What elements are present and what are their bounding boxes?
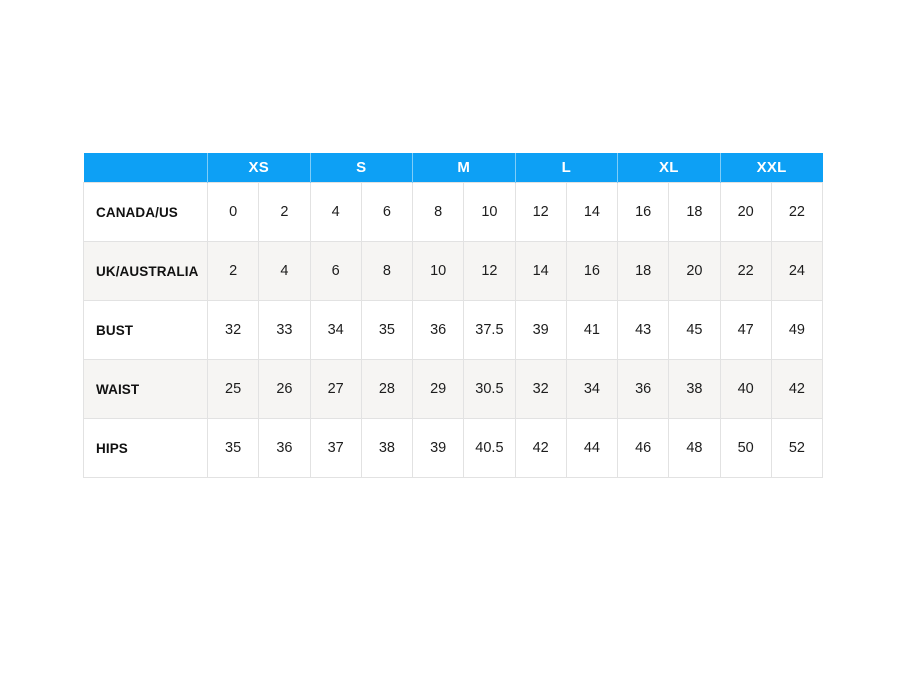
size-value-cell: 39 xyxy=(514,300,567,360)
size-value-cell: 22 xyxy=(719,241,772,301)
size-value-cell: 42 xyxy=(514,418,567,478)
size-chart: XS S M L XL XXL CANADA/US 0 2 4 6 8 10 1… xyxy=(83,153,824,478)
size-value-cell: 32 xyxy=(514,359,567,419)
size-value-cell: 6 xyxy=(309,241,362,301)
size-value-cell: 4 xyxy=(258,241,311,301)
size-value-cell: 22 xyxy=(770,182,824,242)
size-value-cell: 39 xyxy=(412,418,465,478)
size-chart-table: XS S M L XL XXL CANADA/US 0 2 4 6 8 10 1… xyxy=(83,153,824,478)
size-value-cell: 0 xyxy=(206,182,260,242)
size-value-cell: 4 xyxy=(309,182,362,242)
size-value-cell: 14 xyxy=(514,241,567,301)
size-value-cell: 38 xyxy=(360,418,414,478)
size-value-cell: 36 xyxy=(412,300,465,360)
size-value-cell: 14 xyxy=(565,182,619,242)
size-value-cell: 32 xyxy=(206,300,260,360)
size-header-m: M xyxy=(412,153,516,183)
size-value-cell: 36 xyxy=(617,359,670,419)
size-value-cell: 18 xyxy=(617,241,670,301)
size-value-cell: 8 xyxy=(412,182,465,242)
size-value-cell: 12 xyxy=(463,241,516,301)
size-value-cell: 6 xyxy=(360,182,414,242)
table-row-bust: BUST 32 33 34 35 36 37.5 39 41 43 45 47 … xyxy=(83,300,824,360)
size-value-cell: 48 xyxy=(668,418,721,478)
size-value-cell: 40 xyxy=(719,359,772,419)
size-header-xs: XS xyxy=(207,153,311,183)
size-value-cell: 47 xyxy=(719,300,772,360)
size-chart-body: CANADA/US 0 2 4 6 8 10 12 14 16 18 20 22… xyxy=(83,182,824,478)
size-header-xxl: XXL xyxy=(719,153,823,183)
size-value-cell: 26 xyxy=(258,359,311,419)
size-value-cell: 29 xyxy=(412,359,465,419)
size-value-cell: 18 xyxy=(668,182,721,242)
row-label: WAIST xyxy=(83,359,208,419)
size-value-cell: 38 xyxy=(668,359,721,419)
size-value-cell: 35 xyxy=(360,300,414,360)
size-value-cell: 36 xyxy=(258,418,311,478)
row-label: CANADA/US xyxy=(83,182,208,242)
size-value-cell: 45 xyxy=(668,300,721,360)
row-label: UK/AUSTRALIA xyxy=(83,241,208,301)
size-value-cell: 50 xyxy=(719,418,772,478)
size-header-s: S xyxy=(309,153,413,183)
size-value-cell: 46 xyxy=(617,418,670,478)
size-value-cell: 2 xyxy=(206,241,260,301)
size-value-cell: 34 xyxy=(565,359,619,419)
header-row: XS S M L XL XXL xyxy=(83,153,823,183)
size-value-cell: 24 xyxy=(770,241,824,301)
size-value-cell: 16 xyxy=(617,182,670,242)
size-value-cell: 16 xyxy=(565,241,619,301)
table-row-canada-us: CANADA/US 0 2 4 6 8 10 12 14 16 18 20 22 xyxy=(83,182,824,242)
size-value-cell: 20 xyxy=(719,182,772,242)
size-value-cell: 43 xyxy=(617,300,670,360)
size-value-cell: 49 xyxy=(770,300,824,360)
row-label: BUST xyxy=(83,300,208,360)
size-value-cell: 8 xyxy=(360,241,414,301)
table-row-hips: HIPS 35 36 37 38 39 40.5 42 44 46 48 50 … xyxy=(83,418,824,478)
size-value-cell: 20 xyxy=(668,241,721,301)
size-value-cell: 25 xyxy=(206,359,260,419)
size-header-xl: XL xyxy=(617,153,721,183)
header-corner-cell xyxy=(83,153,208,183)
size-value-cell: 10 xyxy=(412,241,465,301)
table-row-uk-australia: UK/AUSTRALIA 2 4 6 8 10 12 14 16 18 20 2… xyxy=(83,241,824,301)
size-value-cell: 2 xyxy=(258,182,311,242)
size-value-cell: 37.5 xyxy=(463,300,516,360)
size-value-cell: 42 xyxy=(770,359,824,419)
size-value-cell: 33 xyxy=(258,300,311,360)
size-value-cell: 30.5 xyxy=(463,359,516,419)
row-label: HIPS xyxy=(83,418,208,478)
size-value-cell: 10 xyxy=(463,182,516,242)
size-value-cell: 44 xyxy=(565,418,619,478)
size-value-cell: 12 xyxy=(514,182,567,242)
size-value-cell: 34 xyxy=(309,300,362,360)
size-value-cell: 35 xyxy=(206,418,260,478)
table-row-waist: WAIST 25 26 27 28 29 30.5 32 34 36 38 40… xyxy=(83,359,824,419)
size-value-cell: 27 xyxy=(309,359,362,419)
size-chart-header: XS S M L XL XXL xyxy=(83,153,823,183)
size-value-cell: 28 xyxy=(360,359,414,419)
size-header-l: L xyxy=(514,153,618,183)
size-value-cell: 37 xyxy=(309,418,362,478)
size-value-cell: 52 xyxy=(770,418,824,478)
size-value-cell: 41 xyxy=(565,300,619,360)
size-value-cell: 40.5 xyxy=(463,418,516,478)
